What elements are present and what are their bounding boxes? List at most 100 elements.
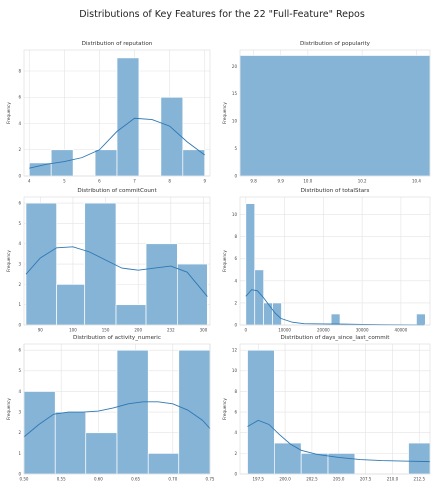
- x-tick-label: 9: [203, 179, 206, 184]
- x-tick-label: 9.9: [278, 179, 285, 184]
- y-tick-label: 5: [234, 146, 237, 151]
- y-tick-label: 10: [232, 368, 238, 373]
- x-tick-label: 8: [168, 179, 171, 184]
- y-tick-label: 12: [232, 348, 238, 353]
- y-tick-label: 4: [18, 241, 21, 246]
- x-tick-label: 0: [245, 328, 248, 333]
- x-tick-label: 0.55: [57, 477, 66, 482]
- plot-frame: [23, 196, 211, 326]
- y-tick-label: 5: [18, 368, 21, 373]
- plot-frame: [239, 196, 431, 326]
- histogram-bar: [330, 313, 341, 326]
- histogram-bar: [254, 269, 265, 326]
- histogram-bar: [416, 313, 426, 326]
- histogram-bar: [239, 55, 431, 177]
- y-tick-label: 0: [234, 471, 237, 476]
- y-axis-label: Frequency: [222, 398, 227, 420]
- x-tick-label: 207.5: [360, 477, 372, 482]
- y-tick-label: 4: [18, 121, 21, 126]
- y-tick-label: 10: [232, 119, 238, 124]
- x-tick-label: 5: [63, 179, 66, 184]
- plot-frame: [23, 343, 211, 475]
- y-tick-label: 2: [18, 282, 21, 287]
- y-tick-label: 20: [232, 64, 238, 69]
- x-tick-label: 212.5: [414, 477, 426, 482]
- histogram-bar: [272, 302, 282, 326]
- histogram-bar: [182, 149, 206, 177]
- y-tick-label: 0: [234, 173, 237, 178]
- x-tick-label: 6: [98, 179, 101, 184]
- y-axis-label: Frequency: [6, 102, 11, 124]
- y-tick-label: 6: [18, 200, 21, 205]
- x-tick-label: 0.60: [94, 477, 103, 482]
- y-tick-label: 3: [18, 409, 21, 414]
- histogram-bar: [178, 349, 211, 475]
- figure-title: Distributions of Key Features for the 22…: [79, 9, 365, 20]
- x-tick-label: 0.75: [206, 477, 215, 482]
- x-tick-label: 10.0: [303, 179, 312, 184]
- y-tick-label: 6: [234, 409, 237, 414]
- x-tick-label: 150: [102, 328, 110, 333]
- y-tick-label: 3: [18, 261, 21, 266]
- panel-title: Distribution of reputation: [82, 41, 153, 47]
- histogram-bar: [54, 411, 87, 475]
- x-tick-label: 0.65: [131, 477, 140, 482]
- histogram-bar: [247, 349, 275, 475]
- y-axis-label: Frequency: [222, 250, 227, 272]
- y-tick-label: 0: [18, 471, 21, 476]
- histogram-bar: [147, 453, 180, 475]
- y-tick-label: 5: [18, 221, 21, 226]
- x-tick-label: 232: [167, 328, 175, 333]
- x-tick-label: 300: [200, 328, 208, 333]
- y-tick-label: 2: [18, 147, 21, 152]
- plot-frame: [239, 49, 431, 177]
- x-tick-label: 0.50: [20, 477, 29, 482]
- histogram-bar: [245, 203, 256, 326]
- x-tick-label: 9.8: [250, 179, 257, 184]
- histogram-bar: [84, 202, 117, 326]
- x-tick-label: 10.2: [358, 179, 367, 184]
- histogram-bar: [28, 162, 52, 177]
- y-tick-label: 2: [18, 430, 21, 435]
- kde-line: [247, 419, 431, 463]
- chart-panel-1: Distribution of reputation 0 2 4 6 8 4 5 6 7 8 9 Fre…: [6, 41, 211, 184]
- panel-title: Distribution of totalStars: [301, 188, 370, 194]
- histogram-bar: [408, 442, 431, 475]
- y-tick-label: 10: [232, 212, 238, 217]
- y-tick-label: 8: [234, 389, 237, 394]
- x-tick-label: 10000: [278, 328, 291, 333]
- panel-title: Distribution of commitCount: [77, 188, 157, 194]
- histogram-bar: [56, 284, 86, 326]
- histogram-bar: [145, 243, 178, 326]
- y-tick-label: 1: [18, 451, 21, 456]
- plot-frame: [23, 49, 211, 177]
- histogram-bar: [263, 302, 273, 326]
- x-tick-label: 10.4: [412, 179, 421, 184]
- histogram-bar: [116, 349, 149, 475]
- y-tick-label: 6: [18, 348, 21, 353]
- x-tick-label: 210.0: [387, 477, 399, 482]
- y-tick-label: 0: [18, 322, 21, 327]
- y-axis-label: Frequency: [222, 102, 227, 124]
- chart-panel-4: Distribution of totalStars 0 2 4 6 8 10 0 10000 2…: [222, 188, 431, 333]
- y-tick-label: 0: [18, 173, 21, 178]
- x-tick-label: 202.5: [306, 477, 318, 482]
- panel-title: Distribution of popularity: [300, 41, 371, 47]
- chart-panel-5: Distribution of activity_numeric 0 1 2 3 4 5 6 0…: [6, 335, 215, 482]
- y-tick-label: 6: [234, 256, 237, 261]
- y-tick-label: 4: [18, 389, 21, 394]
- x-tick-label: 197.5: [253, 477, 265, 482]
- x-tick-label: 7: [133, 179, 136, 184]
- histogram-bar: [116, 57, 140, 177]
- y-tick-label: 15: [232, 91, 238, 96]
- x-tick-label: 40000: [395, 328, 408, 333]
- histogram-bar: [177, 263, 208, 326]
- histogram-bar: [85, 432, 118, 475]
- histogram-bar: [300, 453, 329, 475]
- y-tick-label: 0: [234, 322, 237, 327]
- kde-line: [23, 401, 211, 438]
- chart-panel-6: Distribution of days_since_last_commit 0 2…: [222, 335, 431, 482]
- panel-title: Distribution of days_since_last_commit: [281, 335, 391, 341]
- chart-panel-3: Distribution of commitCount 0 1 2 3 4 5 6 90 100 1…: [6, 188, 211, 333]
- y-tick-label: 8: [18, 68, 21, 73]
